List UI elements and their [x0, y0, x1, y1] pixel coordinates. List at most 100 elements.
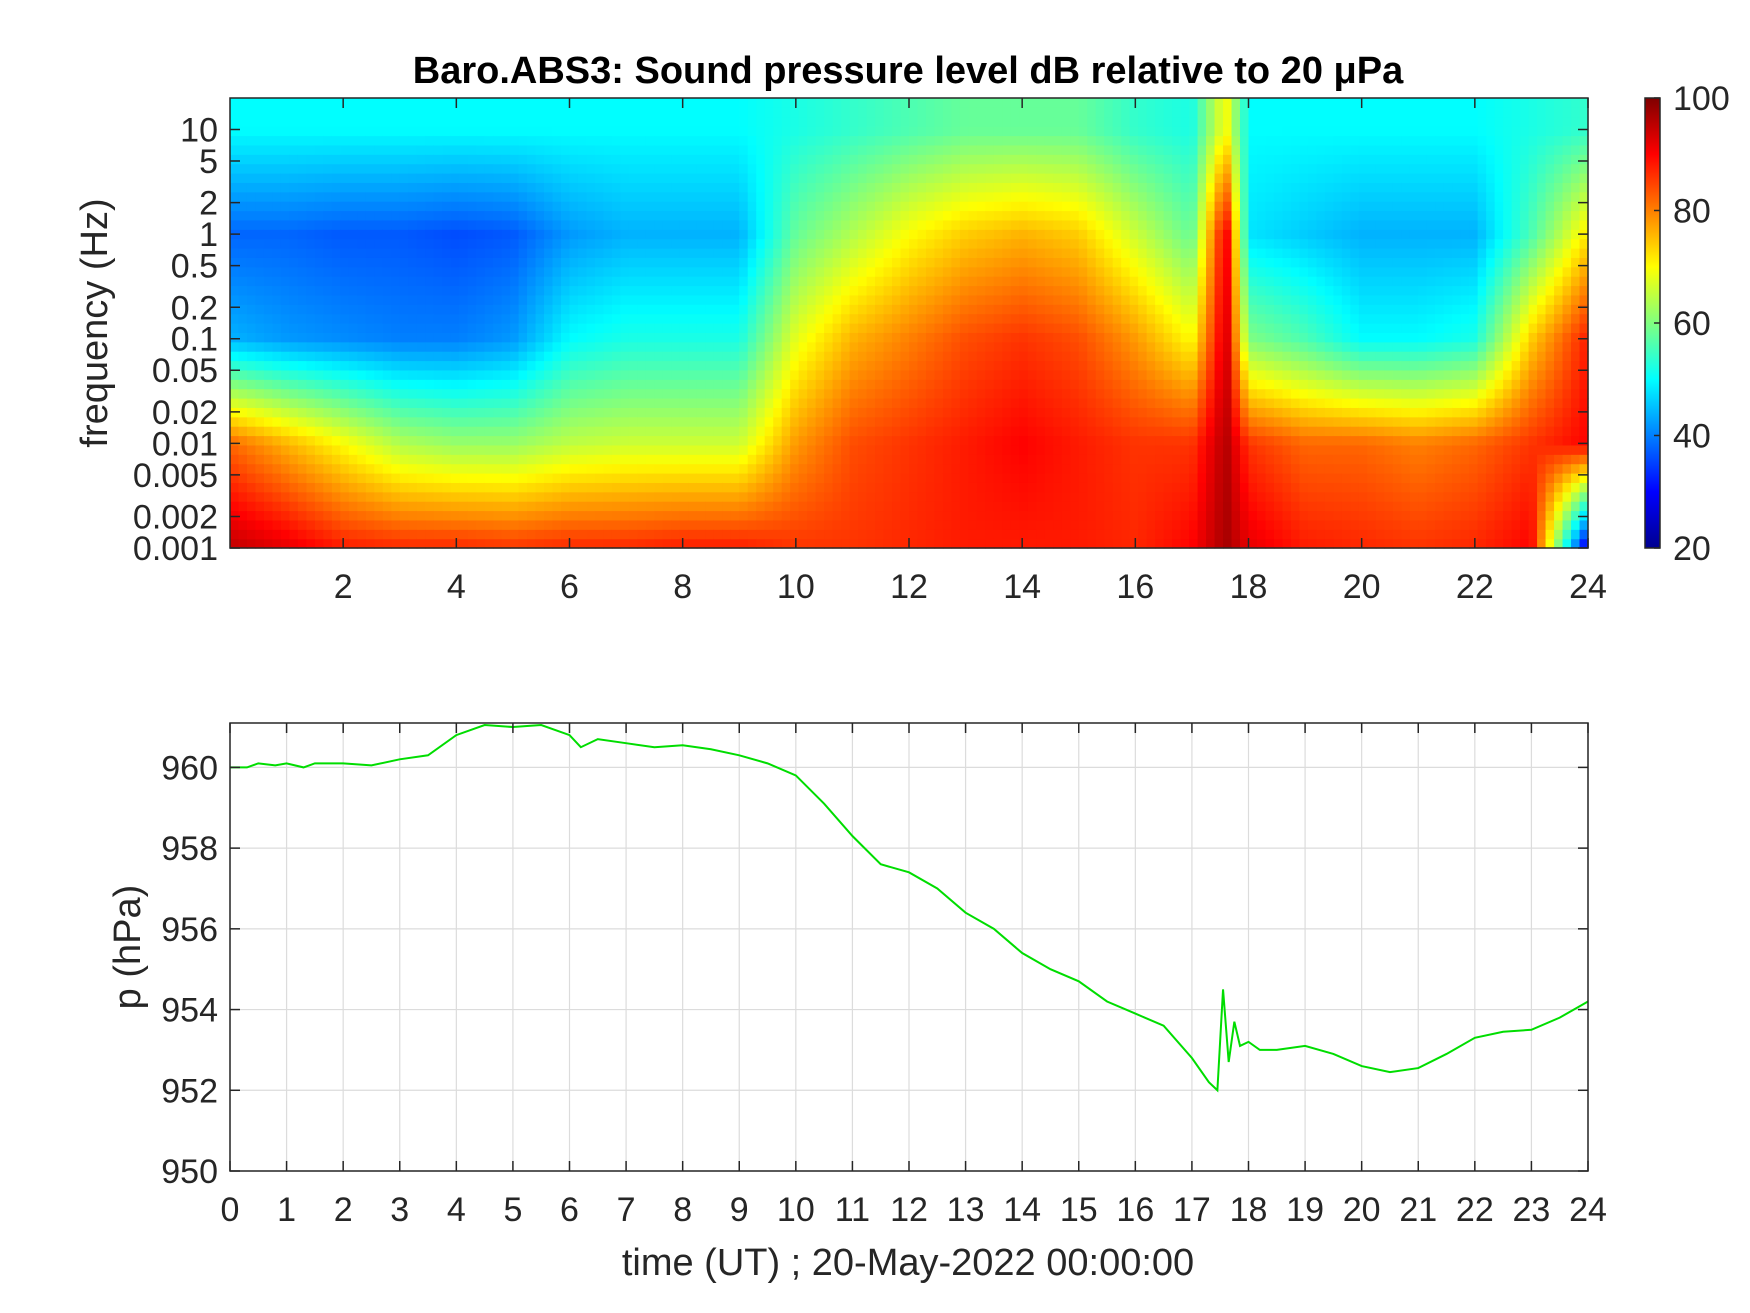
spectrogram-cell: [569, 219, 579, 230]
spectrogram-cell: [951, 238, 961, 249]
spectrogram-cell: [603, 144, 613, 155]
spectrogram-cell: [824, 501, 834, 512]
spectrogram-cell: [586, 304, 596, 315]
spectrogram-cell: [569, 454, 579, 465]
spectrogram-cell: [382, 435, 392, 446]
spectrogram-cell: [993, 341, 1003, 352]
spectrogram-cell: [357, 313, 367, 324]
spectrogram-cell: [815, 210, 825, 221]
spectrogram-cell: [289, 519, 299, 530]
spectrogram-cell: [858, 294, 868, 305]
spectrogram-cell: [230, 154, 240, 165]
spectrogram-cell: [476, 276, 486, 287]
spectrogram-cell: [263, 444, 274, 455]
spectrogram-cell: [518, 173, 528, 183]
spectrogram-cell: [705, 154, 715, 165]
spectrogram-cell: [246, 351, 257, 362]
spectrogram-cell: [544, 426, 554, 437]
spectrogram-cell: [892, 332, 902, 343]
spectrogram-cell: [391, 116, 401, 127]
spectrogram-cell: [561, 398, 571, 408]
spectrogram-cell: [442, 276, 452, 287]
spectrogram-cell: [713, 388, 723, 399]
spectrogram-cell: [730, 126, 740, 137]
spectrogram-cell: [645, 276, 655, 287]
spectrogram-cell: [1061, 454, 1071, 465]
spectrogram-cell: [391, 144, 401, 155]
spectrogram-cell: [925, 238, 936, 249]
spectrogram-cell: [654, 379, 664, 390]
spectrogram-cell: [815, 454, 825, 465]
spectrogram-cell: [535, 491, 545, 502]
spectrogram-cell: [696, 126, 706, 137]
spectrogram-cell: [450, 107, 460, 118]
spectrogram-cell: [645, 313, 655, 324]
spectrogram-cell: [467, 191, 477, 202]
spectrogram-cell: [662, 98, 672, 108]
spectrogram-cell: [272, 473, 282, 483]
spectrogram-cell: [586, 219, 596, 230]
spectrogram-cell: [747, 116, 757, 127]
spectrogram-cell: [773, 491, 783, 502]
spectrogram-cell: [357, 294, 367, 305]
spectrogram-cell: [230, 107, 240, 118]
spectrogram-cell: [594, 332, 605, 343]
spectrogram-cell: [790, 454, 800, 465]
spectrogram-cell: [459, 473, 469, 483]
spectrogram-cell: [1104, 182, 1114, 193]
spectrogram-cell: [1095, 238, 1105, 249]
spectrogram-cell: [1010, 173, 1020, 183]
spectrogram-cell: [713, 98, 723, 108]
spectrogram-cell: [1078, 426, 1088, 437]
spectrogram-cell: [425, 435, 435, 446]
spectrogram-cell: [501, 501, 511, 512]
spectrogram-cell: [306, 266, 316, 277]
spectrogram-cell: [713, 116, 723, 127]
spectrogram-cell: [773, 116, 783, 127]
spectrogram-cell: [866, 426, 876, 437]
spectrogram-cell: [569, 491, 579, 502]
spectrogram-cell: [467, 473, 477, 483]
spectrogram-cell: [976, 107, 986, 118]
spectrogram-cell: [866, 238, 876, 249]
spectrogram-cell: [875, 266, 885, 277]
spectrogram-cell: [561, 238, 571, 249]
spectrogram-cell: [501, 510, 511, 521]
spectrogram-cell: [544, 529, 554, 540]
spectrogram-cell: [764, 473, 774, 483]
spectrogram-cell: [1087, 285, 1097, 296]
spectrogram-cell: [620, 482, 630, 493]
spectrogram-cell: [382, 407, 392, 418]
spectrogram-cell: [781, 501, 791, 512]
spectrogram-cell: [374, 276, 384, 287]
spectrogram-cell: [832, 135, 842, 146]
spectrogram-cell: [883, 379, 893, 390]
spectrogram-cell: [501, 294, 511, 305]
spectrogram-cell: [662, 248, 672, 258]
spectrogram-cell: [501, 529, 511, 540]
spectrogram-cell: [331, 135, 341, 146]
spectrogram-cell: [1061, 501, 1071, 512]
spectrogram-cell: [671, 201, 681, 212]
spectrogram-cell: [654, 135, 664, 146]
spectrogram-cell: [798, 126, 808, 137]
spectrogram-cell: [976, 248, 986, 258]
spectrogram-cell: [1036, 435, 1046, 446]
spectrogram-cell: [773, 435, 783, 446]
spectrogram-cell: [679, 463, 689, 474]
spectrogram-cell: [510, 444, 520, 455]
spectrogram-cell: [662, 219, 672, 230]
spectrogram-cell: [340, 229, 350, 240]
spectrogram-cell: [357, 257, 367, 268]
spectrogram-cell: [764, 379, 774, 390]
spectrogram-cell: [756, 144, 766, 155]
spectrogram-cell: [484, 210, 494, 221]
spectrogram-cell: [331, 529, 341, 540]
spectrogram-cell: [340, 154, 350, 165]
spectrogram-cell: [756, 98, 766, 108]
spectrogram-cell: [340, 341, 350, 352]
spectrogram-cell: [603, 510, 613, 521]
spectrogram-cell: [289, 416, 299, 427]
spectrogram-cell: [263, 454, 274, 465]
spectrogram-cell: [577, 538, 588, 549]
